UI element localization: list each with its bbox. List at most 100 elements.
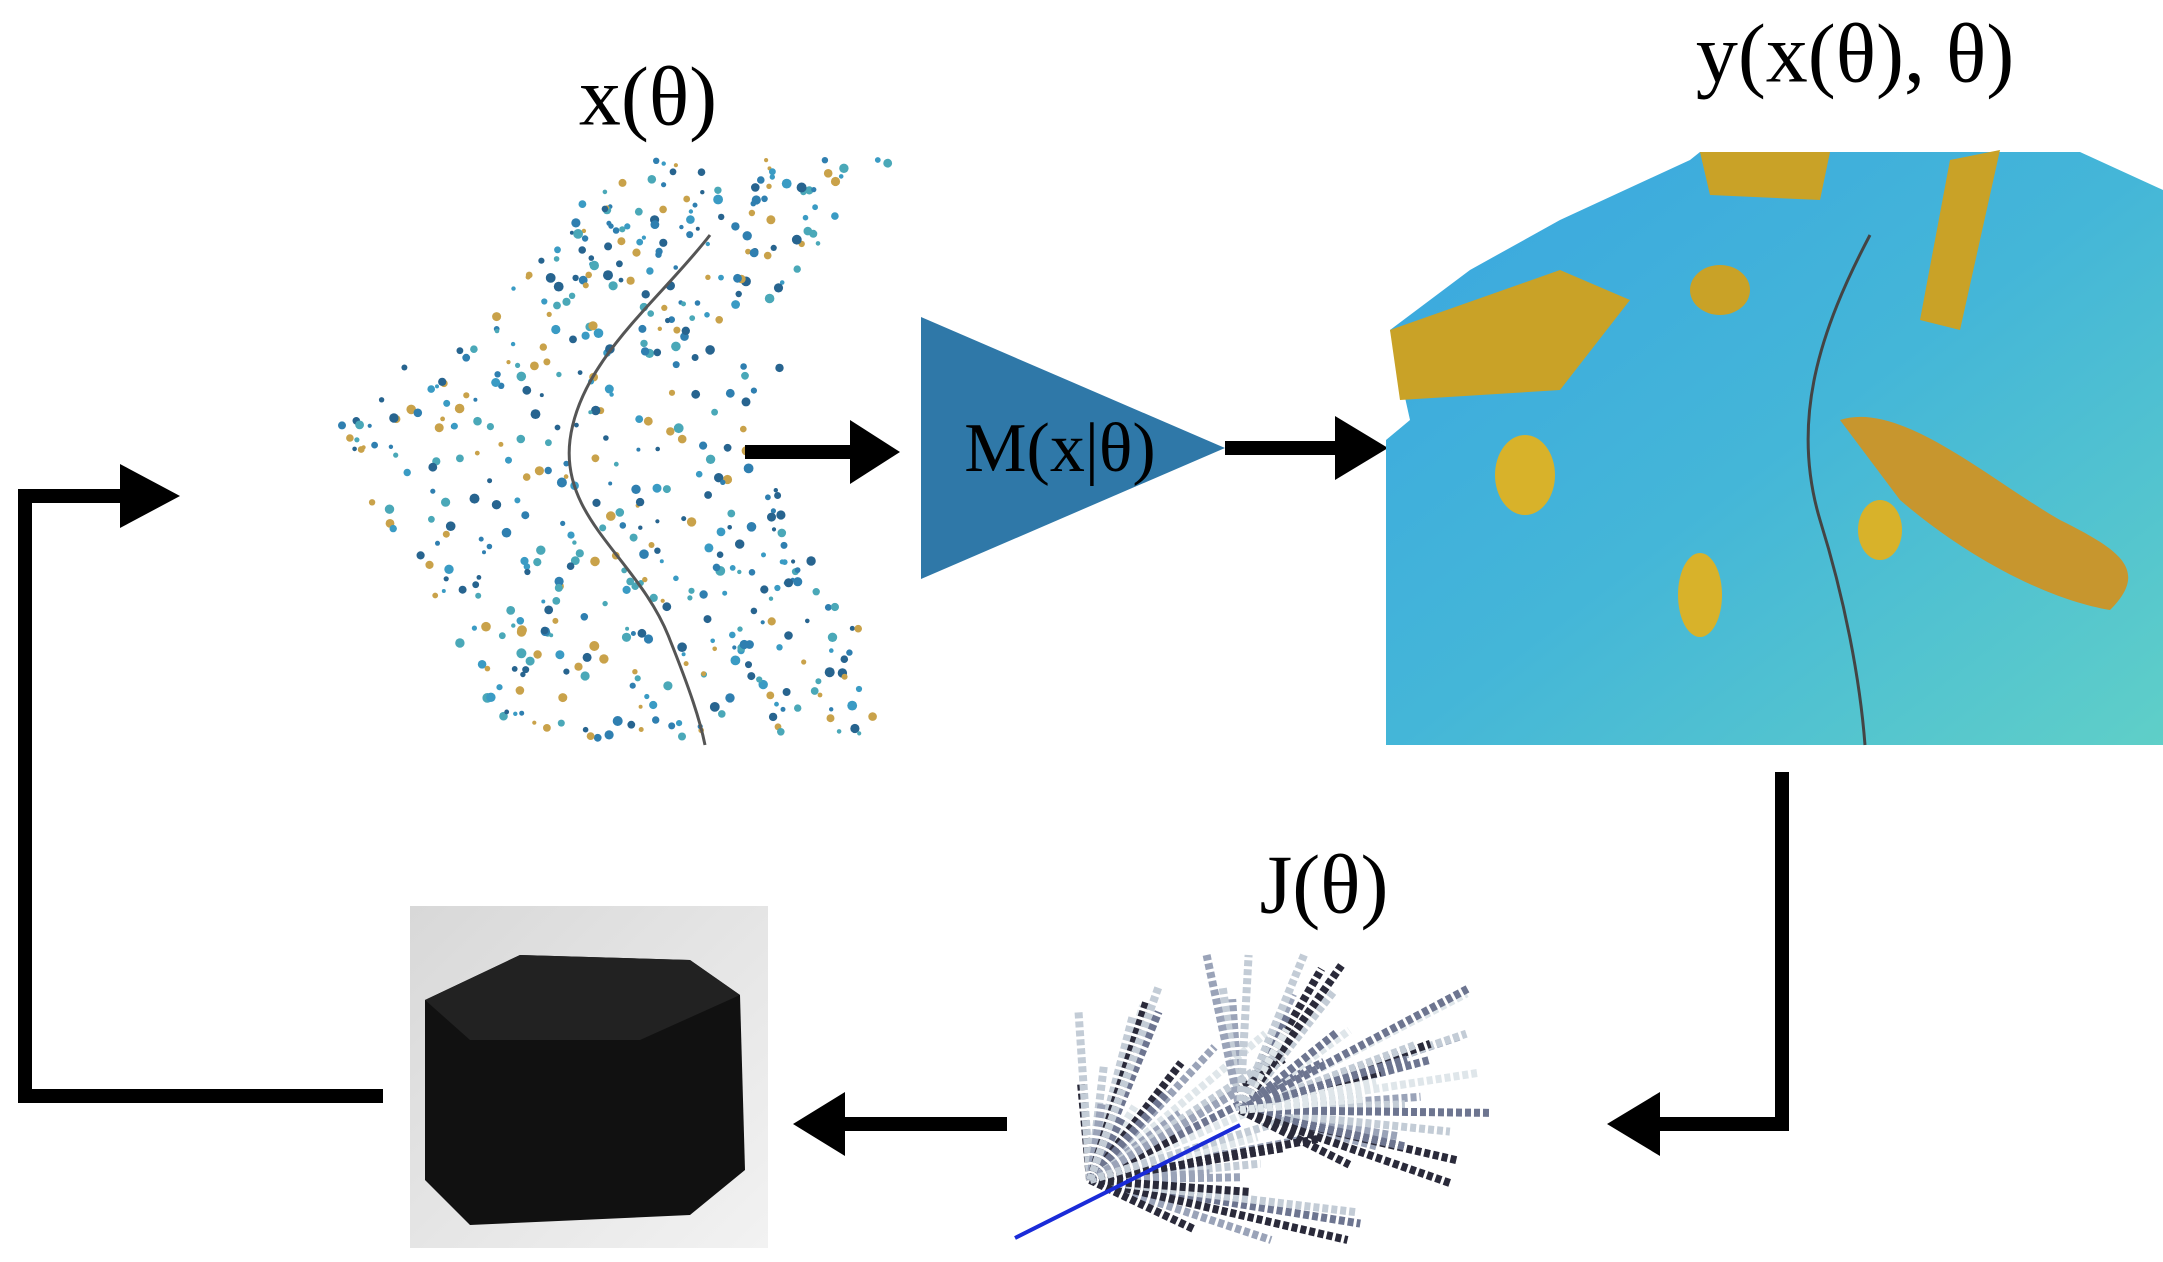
cloud-point	[781, 542, 788, 549]
cloud-point	[609, 281, 618, 290]
cloud-point	[346, 434, 354, 442]
cloud-point	[526, 657, 535, 666]
cloud-point	[551, 325, 560, 334]
cloud-point	[583, 653, 592, 662]
cloud-point	[578, 370, 583, 375]
cloud-point	[743, 231, 752, 240]
cloud-point	[579, 200, 587, 208]
cloud-point	[487, 544, 493, 550]
cloud-point	[827, 714, 835, 722]
cloud-point	[404, 469, 411, 476]
cloud-point	[538, 258, 544, 264]
cloud-point	[764, 158, 768, 162]
cloud-point	[769, 713, 777, 721]
cloud-point	[605, 730, 614, 739]
cloud-point	[729, 632, 736, 639]
cloud-point	[793, 577, 802, 586]
cloud-point	[443, 531, 450, 538]
cloud-point	[472, 581, 479, 588]
cloud-point	[541, 627, 549, 635]
cloud-point	[642, 236, 646, 240]
cloud-point	[783, 688, 791, 696]
cloud-point	[564, 474, 569, 479]
cloud-point	[619, 278, 624, 283]
cloud-point	[558, 720, 565, 727]
cloud-point	[883, 159, 892, 168]
cloud-point	[794, 265, 801, 272]
cloud-point	[354, 437, 359, 442]
cloud-point	[875, 157, 881, 163]
cloud-point	[487, 423, 494, 430]
objective-label: J(θ)	[1260, 838, 1389, 931]
cloud-point	[414, 409, 423, 418]
cloud-point	[829, 707, 833, 711]
cloud-point	[772, 527, 776, 531]
cloud-point	[797, 183, 807, 193]
cloud-point	[533, 650, 541, 658]
cloud-point	[704, 543, 713, 552]
cloud-point	[543, 724, 551, 732]
cloud-point	[526, 275, 531, 280]
cloud-point	[769, 597, 773, 601]
cloud-point	[839, 174, 844, 179]
cloud-point	[804, 227, 813, 236]
cloud-point	[592, 454, 600, 462]
cloud-point	[816, 241, 821, 246]
cloud-point	[742, 397, 751, 406]
cloud-point	[791, 559, 795, 563]
cloud-point	[632, 669, 637, 674]
cloud-point	[660, 559, 664, 563]
cloud-point	[574, 663, 582, 671]
cloud-point	[638, 526, 642, 530]
cloud-point	[435, 541, 440, 546]
cloud-point	[731, 222, 739, 230]
cloud-point	[662, 161, 666, 165]
cloud-point	[639, 705, 643, 709]
cloud-point	[535, 466, 544, 475]
cloud-point	[679, 225, 683, 229]
cloud-point	[635, 208, 643, 216]
cloud-point	[691, 390, 700, 399]
cloud-point	[718, 214, 724, 220]
cloud-point	[554, 246, 561, 253]
cloud-point	[617, 237, 625, 245]
cloud-point	[812, 204, 818, 210]
cloud-point	[822, 157, 828, 163]
cloud-point	[514, 497, 520, 503]
cloud-point	[722, 591, 727, 596]
map-obstacle	[1690, 265, 1750, 315]
cloud-point	[635, 675, 641, 681]
cloud-point	[502, 528, 512, 538]
cloud-point	[517, 435, 526, 444]
cloud-point	[532, 721, 536, 725]
cloud-point	[624, 223, 630, 229]
map-obstacle	[1858, 500, 1902, 560]
cloud-point	[683, 196, 690, 203]
cloud-point	[700, 190, 704, 194]
cloud-point	[774, 283, 783, 292]
cloud-point	[678, 733, 686, 741]
cloud-point	[689, 209, 693, 213]
arrow-head	[793, 1092, 845, 1156]
cloud-point	[604, 242, 612, 250]
cloud-point	[761, 620, 765, 624]
cloud-point	[644, 417, 653, 426]
cloud-point	[673, 265, 678, 270]
cloud-point	[636, 239, 643, 246]
model-label: M(x|θ)	[964, 410, 1155, 487]
cloud-point	[369, 499, 375, 505]
cloud-point	[389, 445, 393, 449]
cloud-point	[671, 342, 681, 352]
map-obstacle	[1495, 435, 1555, 515]
cloud-point	[731, 656, 741, 666]
cloud-point	[784, 631, 793, 640]
cloud-point	[857, 731, 861, 735]
cloud-point	[825, 667, 835, 677]
cloud-point	[362, 445, 366, 449]
cloud-point	[727, 525, 732, 530]
cloud-point	[766, 215, 775, 224]
cloud-point	[440, 417, 445, 422]
cloud-point	[639, 549, 649, 559]
cloud-point	[459, 586, 467, 594]
cloud-point	[768, 617, 776, 625]
